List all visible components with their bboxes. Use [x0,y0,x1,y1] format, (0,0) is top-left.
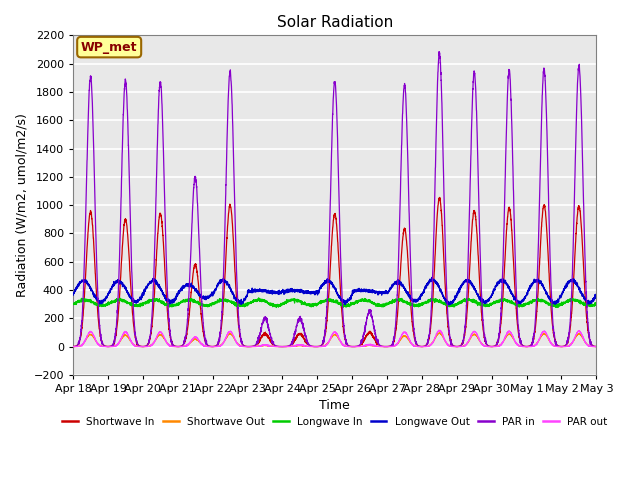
Legend: Shortwave In, Shortwave Out, Longwave In, Longwave Out, PAR in, PAR out: Shortwave In, Shortwave Out, Longwave In… [58,412,611,431]
Title: Solar Radiation: Solar Radiation [276,15,393,30]
Y-axis label: Radiation (W/m2, umol/m2/s): Radiation (W/m2, umol/m2/s) [15,113,28,297]
X-axis label: Time: Time [319,399,350,412]
Text: WP_met: WP_met [81,41,138,54]
